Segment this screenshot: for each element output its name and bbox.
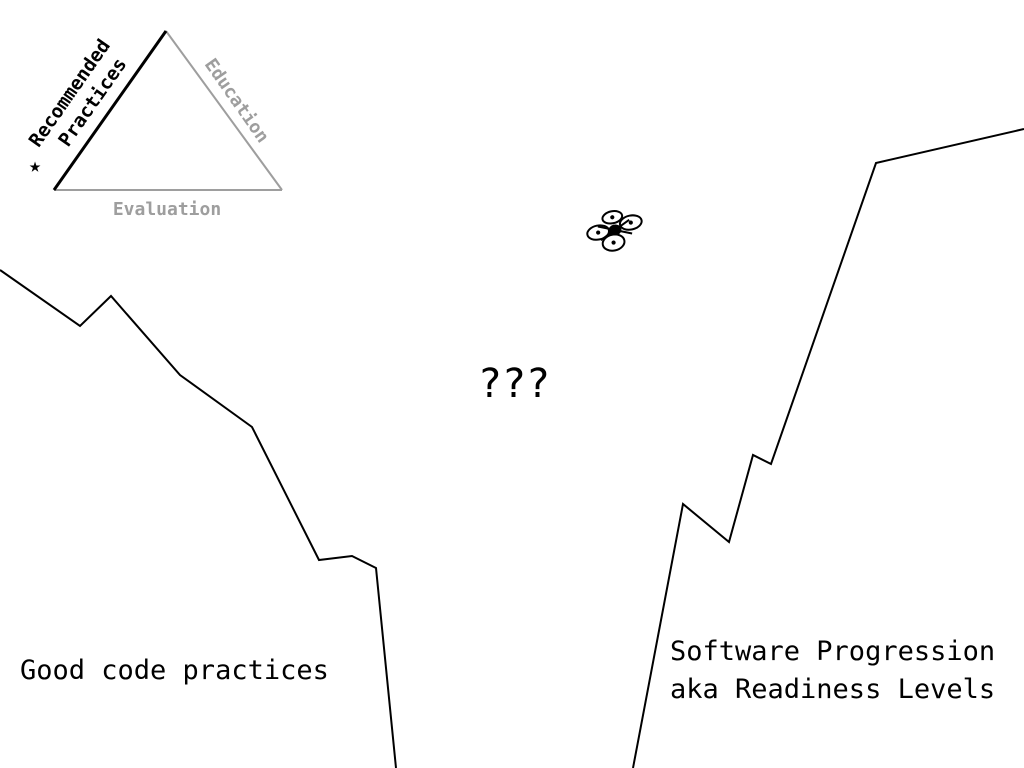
recommended-label: Recommended Practices [25,26,141,165]
software-progression-line-1: Software Progression [670,636,995,667]
software-progression-line-2: aka Readiness Levels [670,674,995,705]
left-cliff-outline [0,269,397,768]
education-label: Education [200,55,273,147]
evaluation-label: Evaluation [113,199,221,220]
triangle-diagram: Recommended Practices ★ Education Evalua… [25,26,283,220]
unknown-gap-label: ??? [478,361,550,407]
quadcopter-drone-icon [586,210,643,252]
triangle-side-recommended-practices [52,30,168,191]
right-cliff-outline [632,128,1024,768]
star-icon: ★ [29,153,41,177]
software-progression-label: Software Progression aka Readiness Level… [670,636,1011,705]
triangle-side-education [165,30,283,191]
good-code-practices-label: Good code practices [20,655,329,686]
